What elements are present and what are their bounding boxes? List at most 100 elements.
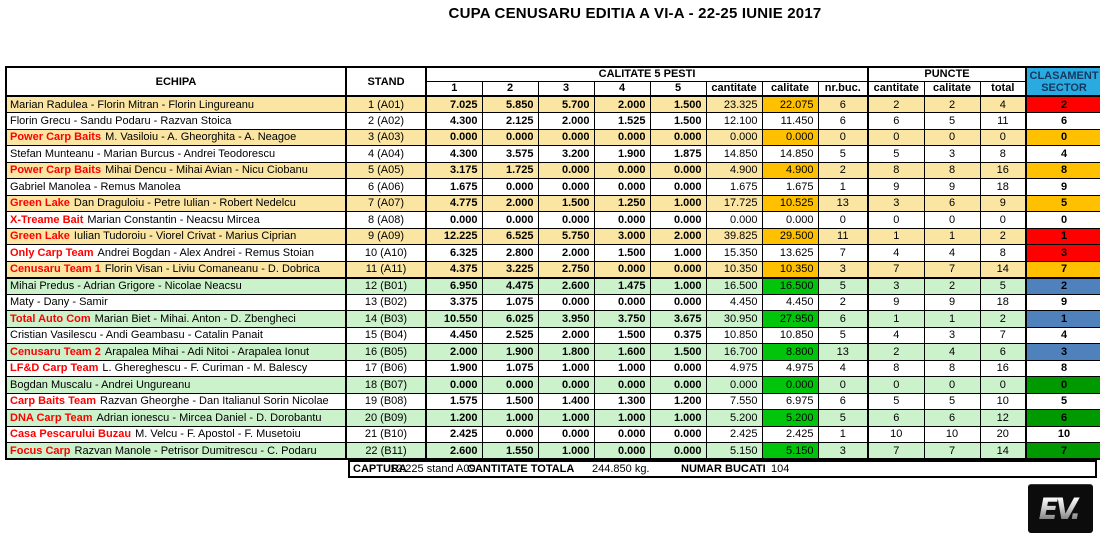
calitate-cell: 6.975	[761, 392, 819, 410]
puncte-total-cell: 20	[979, 425, 1027, 443]
fish-5-cell: 1.500	[649, 343, 707, 361]
captura-value: 12.225 stand A09	[390, 463, 476, 475]
clasament-sector-cell: 3	[1025, 343, 1100, 361]
team-cell: Marian Radulea - Florin Mitran - Florin …	[5, 95, 347, 113]
clasament-sector-cell: 3	[1025, 244, 1100, 262]
fish-3-cell: 1.500	[537, 194, 595, 212]
team-cell: Green Lake Dan Draguloiu - Petre Iulian -…	[5, 194, 347, 212]
summary-bar: CAPTURA 12.225 stand A09 CANTITATE TOTAL…	[348, 460, 1097, 478]
fish-4-cell: 0.000	[593, 128, 651, 146]
fish-1-cell: 4.450	[425, 326, 483, 344]
team-members: Mihai Predus - Adrian Grigore - Nicolae …	[10, 280, 242, 292]
team-members: Mihai Dencu - Mihai Avian - Nicu Ciobanu	[105, 164, 308, 177]
stand-cell: 8 (A08)	[345, 211, 427, 229]
team-sponsor-name: DNA Carp Team	[10, 411, 93, 424]
fish-2-cell: 0.000	[481, 128, 539, 146]
clasament-sector-cell: 1	[1025, 227, 1100, 245]
table-row: Power Carp Baits Mihai Dencu - Mihai Avia…	[5, 161, 1100, 179]
calitate-cell: 1.675	[761, 178, 819, 196]
header-puncte-group: PUNCTE	[867, 66, 1027, 82]
team-members: Arapalea Mihai - Adi Nitoi - Arapalea Io…	[104, 345, 310, 358]
fish-4-cell: 3.750	[593, 310, 651, 328]
fish-1-cell: 2.600	[425, 442, 483, 460]
fish-4-cell: 1.475	[593, 276, 651, 295]
fish-5-cell: 1.000	[649, 244, 707, 262]
clasament-sector-cell: 6	[1025, 112, 1100, 130]
fish-1-cell: 12.225	[425, 227, 483, 245]
clasament-sector-cell: 1	[1025, 310, 1100, 328]
calitate-cell: 22.075	[761, 95, 819, 113]
team-sponsor-name: LF&D Carp Team	[10, 362, 99, 375]
clasament-sector-cell: 0	[1025, 376, 1100, 394]
fish-4-cell: 2.000	[593, 95, 651, 113]
fish-1-cell: 0.000	[425, 376, 483, 394]
cantitate-cell: 2.425	[705, 425, 763, 443]
fish-1-cell: 6.950	[425, 276, 483, 295]
puncte-cantitate-cell: 9	[867, 293, 925, 311]
team-cell: Florin Grecu - Sandu Podaru - Razvan Sto…	[5, 112, 347, 130]
stand-cell: 6 (A06)	[345, 178, 427, 196]
fish-5-cell: 0.000	[649, 293, 707, 311]
fish-5-cell: 2.000	[649, 227, 707, 245]
table-row: Focus Carp Razvan Manole - Petrisor Dumit…	[5, 442, 1100, 460]
team-members: M. Vasiloiu - A. Gheorghita - A. Neagoe	[105, 131, 297, 144]
puncte-cantitate-cell: 0	[867, 211, 925, 229]
table-row: Marian Radulea - Florin Mitran - Florin …	[5, 95, 1100, 113]
fish-4-cell: 0.000	[593, 260, 651, 278]
team-sponsor-name: Only Carp Team	[10, 246, 94, 259]
team-cell: Power Carp Baits Mihai Dencu - Mihai Avia…	[5, 161, 347, 179]
fish-5-cell: 1.500	[649, 112, 707, 130]
cantitate-cell: 1.675	[705, 178, 763, 196]
fish-5-cell: 1.875	[649, 145, 707, 163]
team-cell: Casa Pescarului Buzau M. Velcu - F. Apost…	[5, 425, 347, 443]
fish-1-cell: 6.325	[425, 244, 483, 262]
fish-1-cell: 1.200	[425, 409, 483, 427]
fish-5-cell: 0.000	[649, 178, 707, 196]
clasament-sector-cell: 8	[1025, 359, 1100, 377]
stand-cell: 22 (B11)	[345, 442, 427, 460]
nrbuc-cell: 6	[817, 95, 869, 113]
fish-2-cell: 5.850	[481, 95, 539, 113]
header-clasament-line1: CLASAMENT	[1029, 70, 1099, 82]
clasament-sector-cell: 8	[1025, 161, 1100, 179]
clasament-sector-cell: 7	[1025, 442, 1100, 460]
team-cell: Total Auto Com Marian Biet - Mihai. Anton…	[5, 310, 347, 328]
fish-4-cell: 0.000	[593, 161, 651, 179]
table-row: Mihai Predus - Adrian Grigore - Nicolae …	[5, 276, 1100, 295]
team-members: M. Velcu - F. Apostol - F. Musetoiu	[135, 428, 301, 441]
team-cell: X-Treame Bait Marian Constantin - Neacsu …	[5, 211, 347, 229]
fish-5-cell: 1.500	[649, 95, 707, 113]
fish-4-cell: 0.000	[593, 442, 651, 460]
puncte-total-cell: 0	[979, 128, 1027, 146]
clasament-sector-cell: 0	[1025, 128, 1100, 146]
ev-logo-text: EV.	[1039, 492, 1083, 526]
team-sponsor-name: Power Carp Baits	[10, 131, 102, 144]
cantitate-cell: 15.350	[705, 244, 763, 262]
nrbuc-cell: 13	[817, 194, 869, 212]
calitate-cell: 4.900	[761, 161, 819, 179]
nrbuc-cell: 2	[817, 293, 869, 311]
fish-2-cell: 6.025	[481, 310, 539, 328]
stand-cell: 20 (B09)	[345, 409, 427, 427]
fish-5-cell: 3.675	[649, 310, 707, 328]
puncte-calitate-cell: 2	[923, 95, 981, 113]
cantitate-cell: 0.000	[705, 128, 763, 146]
page-title: CUPA CENUSARU EDITIA A VI-A - 22-25 IUNI…	[448, 5, 822, 22]
fish-2-cell: 1.500	[481, 392, 539, 410]
puncte-calitate-cell: 9	[923, 178, 981, 196]
nrbuc-cell: 1	[817, 178, 869, 196]
table-row: Cenusaru Team 2 Arapalea Mihai - Adi Nito…	[5, 343, 1100, 361]
cantitate-cell: 16.500	[705, 276, 763, 295]
puncte-cantitate-cell: 8	[867, 161, 925, 179]
nrbuc-cell: 5	[817, 409, 869, 427]
puncte-total-cell: 18	[979, 293, 1027, 311]
calitate-cell: 10.850	[761, 326, 819, 344]
puncte-calitate-cell: 3	[923, 145, 981, 163]
header-fish-5: 5	[649, 80, 707, 97]
fish-5-cell: 1.200	[649, 392, 707, 410]
table-row: Green Lake Dan Draguloiu - Petre Iulian -…	[5, 194, 1100, 212]
team-members: Iulian Tudoroiu - Viorel Crivat - Marius…	[73, 230, 297, 243]
stand-cell: 11 (A11)	[345, 260, 427, 278]
fish-4-cell: 0.000	[593, 211, 651, 229]
stand-cell: 2 (A02)	[345, 112, 427, 130]
